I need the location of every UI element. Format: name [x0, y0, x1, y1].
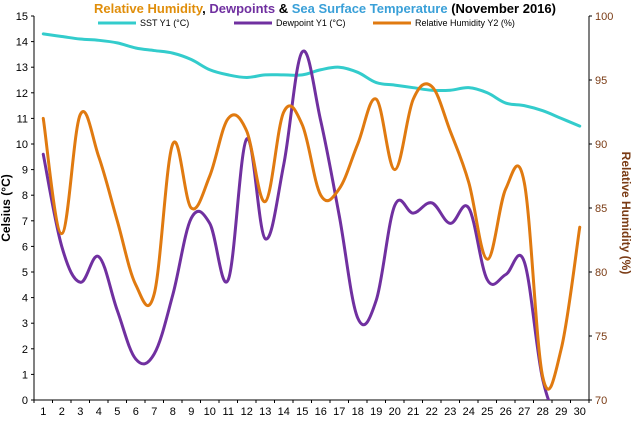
title-part: Sea Surface Temperature [292, 1, 448, 16]
left-tick-label: 5 [22, 267, 28, 279]
x-tick-label: 23 [444, 406, 456, 418]
title-part: & [275, 1, 292, 16]
y-axis-left-label: Celsius (°C) [0, 174, 13, 241]
x-tick-label: 25 [481, 406, 493, 418]
x-tick-label: 20 [389, 406, 401, 418]
title-part: Relative Humidity [94, 1, 204, 16]
x-tick-label: 17 [333, 406, 345, 418]
x-tick-label: 21 [407, 406, 419, 418]
legend-label: Dewpoint Y1 (°C) [276, 18, 345, 28]
x-tick-label: 27 [518, 406, 530, 418]
x-tick-label: 13 [259, 406, 271, 418]
legend-label: Relative Humidity Y2 (%) [415, 18, 515, 28]
x-tick-label: 10 [204, 406, 216, 418]
x-tick-label: 14 [278, 406, 290, 418]
x-tick-label: 11 [223, 406, 234, 418]
left-tick-label: 2 [22, 344, 28, 356]
chart-title: Relative Humidity, Dewpoints & Sea Surfa… [94, 1, 556, 16]
right-tick-label: 95 [595, 75, 607, 87]
right-tick-label: 70 [595, 395, 607, 407]
x-tick-label: 15 [296, 406, 308, 418]
title-part: Dewpoints [209, 1, 275, 16]
left-tick-label: 4 [22, 293, 28, 305]
left-tick-label: 0 [22, 395, 28, 407]
series-line-dewpoint-y1-c [41, 49, 551, 400]
right-tick-label: 90 [595, 139, 607, 151]
left-tick-label: 10 [16, 139, 28, 151]
x-tick-label: 1 [40, 406, 46, 418]
x-tick-label: 12 [241, 406, 253, 418]
left-tick-label: 1 [22, 369, 28, 381]
right-tick-label: 80 [595, 267, 607, 279]
x-tick-label: 5 [114, 406, 120, 418]
left-tick-label: 14 [16, 37, 28, 49]
x-tick-label: 24 [463, 406, 475, 418]
x-tick-label: 2 [59, 406, 65, 418]
x-tick-label: 9 [188, 406, 194, 418]
left-tick-label: 8 [22, 190, 28, 202]
title-part: (November 2016) [448, 1, 556, 16]
title-part: , [202, 1, 209, 16]
x-tick-label: 22 [426, 406, 438, 418]
legend-label: SST Y1 (°C) [140, 18, 189, 28]
right-tick-label: 75 [595, 331, 607, 343]
y-axis-right-label: Relative Humidity (%) [619, 152, 633, 275]
series-lines [41, 32, 582, 400]
x-tick-label: 29 [555, 406, 567, 418]
x-tick-label: 30 [574, 406, 586, 418]
left-tick-label: 6 [22, 241, 28, 253]
x-tick-label: 28 [537, 406, 549, 418]
legend: SST Y1 (°C) Dewpoint Y1 (°C) Relative Humi… [98, 18, 515, 28]
left-tick-label: 11 [17, 113, 28, 125]
x-tick-label: 8 [170, 406, 176, 418]
x-tick-label: 4 [96, 406, 102, 418]
x-tick-label: 26 [500, 406, 512, 418]
left-tick-label: 3 [22, 318, 28, 330]
x-tick-label: 7 [151, 406, 157, 418]
right-tick-label: 100 [595, 11, 613, 23]
x-tick-label: 6 [133, 406, 139, 418]
left-tick-label: 13 [16, 62, 28, 74]
left-tick-label: 15 [16, 11, 28, 23]
x-tick-label: 3 [77, 406, 83, 418]
x-tick-label: 18 [352, 406, 364, 418]
series-line-relative-humidity-y2 [41, 82, 582, 391]
left-tick-label: 9 [22, 165, 28, 177]
x-tick-label: 19 [370, 406, 382, 418]
right-tick-label: 85 [595, 203, 607, 215]
left-tick-label: 12 [16, 88, 28, 100]
left-tick-label: 7 [22, 216, 28, 228]
x-tick-label: 16 [315, 406, 327, 418]
